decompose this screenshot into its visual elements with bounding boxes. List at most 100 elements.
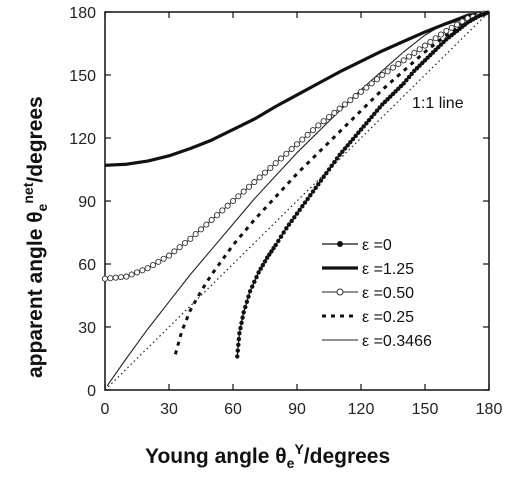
y-tick-label: 30 [78, 320, 96, 337]
series-marker [271, 246, 276, 251]
series-marker [181, 239, 189, 247]
series-marker [329, 163, 334, 169]
series-marker [325, 113, 333, 121]
series-marker [411, 49, 418, 57]
series-marker [320, 118, 327, 125]
series-marker [313, 185, 318, 191]
series-marker [443, 27, 450, 34]
series-marker [128, 271, 135, 278]
series-marker [240, 188, 247, 195]
series-marker [261, 169, 269, 176]
series-line [104, 10, 490, 167]
series-marker [278, 234, 284, 239]
axis-ticks: 0 30 60 90 120 150 180 0 30 60 90 120 150 180 [69, 5, 502, 418]
series-marker [243, 304, 248, 310]
series-marker [107, 275, 114, 282]
series-marker [208, 216, 215, 223]
series-marker [235, 193, 242, 200]
y-tick-label: 150 [69, 68, 96, 85]
series-marker [264, 255, 270, 260]
x-tick-label: 90 [288, 401, 306, 418]
series-marker [267, 164, 274, 171]
series-line [173, 10, 490, 355]
series-marker [427, 38, 434, 45]
series-marker [144, 265, 151, 272]
series-marker [160, 255, 167, 262]
series-marker [272, 160, 279, 167]
y-tick-label: 120 [69, 131, 96, 148]
series-marker [284, 226, 289, 231]
series-marker [297, 207, 302, 213]
series-marker [401, 81, 406, 86]
series-marker [356, 130, 361, 135]
series-marker [305, 196, 310, 202]
series-marker [155, 258, 162, 265]
series-marker [369, 114, 374, 120]
series-marker [277, 155, 285, 162]
series-marker [368, 80, 375, 87]
legend-label: ε =0 [362, 237, 392, 254]
series-marker [139, 267, 146, 274]
series-marker [315, 122, 322, 129]
series-marker [288, 145, 295, 153]
series-marker [203, 221, 210, 228]
series-marker [101, 275, 109, 282]
series-marker [238, 325, 243, 331]
series-marker [289, 218, 294, 224]
series-marker [389, 64, 397, 71]
series-marker [262, 259, 268, 264]
series-marker [246, 294, 251, 299]
series-marker [352, 92, 359, 100]
series-marker [252, 279, 257, 285]
series-marker [400, 57, 407, 64]
series-marker [437, 31, 445, 38]
series-marker [165, 252, 173, 259]
series-marker [299, 136, 306, 143]
legend-marker [336, 288, 344, 296]
series-marker [336, 105, 343, 112]
series-marker [235, 348, 240, 353]
series-marker [260, 262, 266, 268]
series-marker [363, 84, 370, 91]
y-tick-label: 90 [78, 194, 96, 211]
series-marker [112, 274, 119, 281]
series-marker [197, 226, 205, 233]
series-marker [256, 270, 261, 275]
x-tick-label: 30 [160, 401, 178, 418]
series-marker [340, 149, 345, 154]
series-marker [318, 178, 324, 183]
series-marker [353, 133, 358, 139]
series-marker [224, 202, 231, 209]
series-marker [448, 24, 455, 31]
series-marker [484, 10, 489, 16]
series-marker [281, 230, 286, 235]
series-marker [241, 310, 246, 315]
series-lines [101, 10, 490, 391]
series-marker [341, 101, 349, 108]
series-marker [366, 117, 372, 123]
series-marker [219, 207, 226, 214]
series-marker [240, 315, 245, 320]
series-marker [361, 124, 366, 129]
x-tick-label: 60 [224, 401, 242, 418]
series-marker [176, 244, 183, 251]
series-marker [251, 179, 258, 186]
series-marker [416, 46, 423, 53]
series-marker [316, 182, 321, 187]
series-marker [308, 193, 313, 198]
series-marker [187, 235, 194, 242]
series-marker [347, 97, 354, 104]
series-marker [192, 231, 199, 238]
series-marker [332, 159, 337, 165]
series-marker [409, 71, 414, 77]
series-marker [357, 88, 365, 95]
legend-marker [337, 241, 343, 247]
series-marker [149, 261, 157, 269]
series-marker [395, 60, 402, 68]
series-marker [404, 78, 409, 83]
series-marker [237, 331, 242, 336]
series-marker [432, 35, 439, 42]
series-marker [377, 105, 382, 110]
series-marker [304, 131, 311, 138]
